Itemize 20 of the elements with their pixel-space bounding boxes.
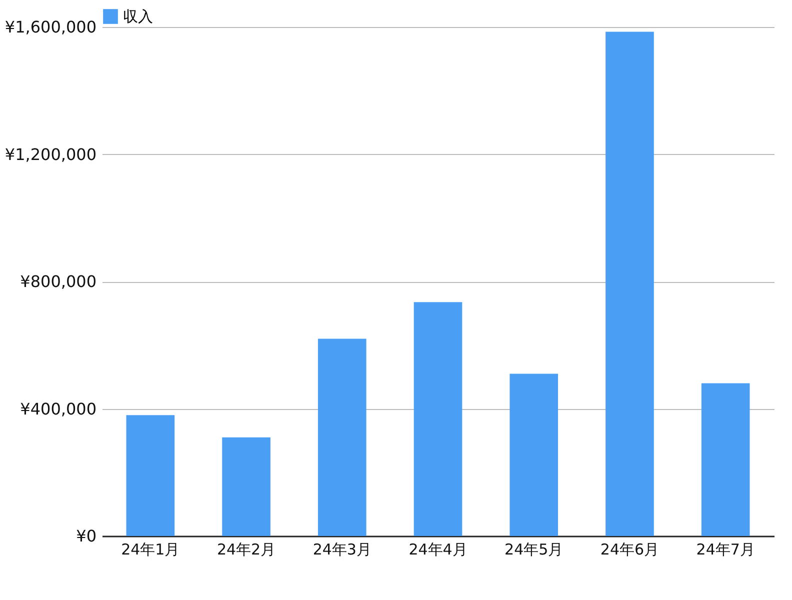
x-tick-label: 24年7月 [696, 540, 755, 558]
y-tick-label: ¥1,200,000 [4, 144, 96, 164]
bar [701, 383, 750, 536]
x-tick-label: 24年6月 [600, 540, 660, 558]
y-tick-label: ¥0 [76, 526, 96, 546]
x-tick-label: 24年1月 [121, 540, 180, 558]
bar [606, 32, 654, 536]
bar [510, 374, 558, 536]
bar [318, 338, 366, 536]
x-tick-label: 24年2月 [216, 540, 276, 558]
bar [222, 437, 270, 536]
x-tick-label: 24年3月 [312, 540, 372, 558]
legend-label: 収入 [123, 8, 153, 26]
bar [126, 415, 175, 536]
y-tick-label: ¥400,000 [20, 399, 96, 418]
x-tick-label: 24年4月 [408, 540, 468, 558]
y-tick-label: ¥1,600,000 [4, 18, 96, 36]
bar [414, 302, 462, 536]
y-tick-label: ¥800,000 [20, 272, 96, 291]
x-tick-label: 24年5月 [504, 540, 564, 558]
